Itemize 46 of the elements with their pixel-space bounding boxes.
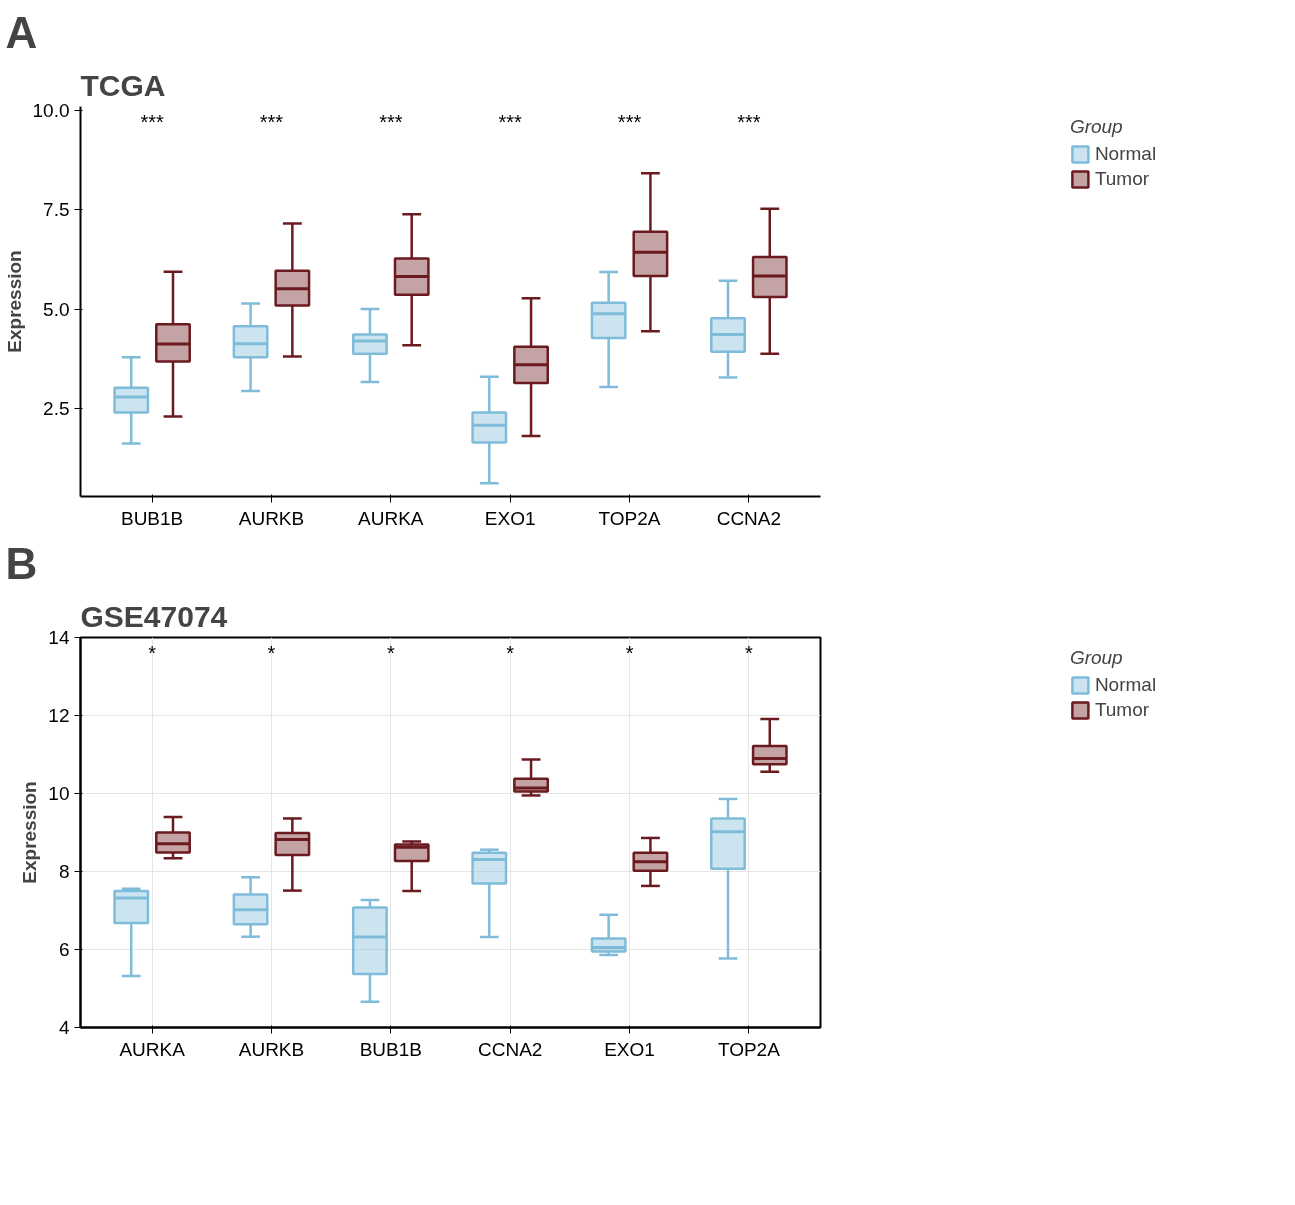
legend-label: Normal — [1094, 674, 1157, 696]
x-tick-label: AURKB — [238, 507, 305, 529]
chart-title: GSE47074 — [80, 599, 228, 633]
legend-label: Tumor — [1094, 699, 1150, 721]
legend-label: Normal — [1094, 143, 1157, 165]
x-tick-label: EXO1 — [484, 507, 536, 529]
y-axis-title: Expression — [3, 250, 25, 353]
x-tick-label: AURKB — [238, 1038, 305, 1060]
annotation: *** — [617, 111, 642, 134]
y-tick-label: 2.5 — [43, 398, 70, 420]
y-tick-label: 5.0 — [43, 298, 70, 320]
y-tick-label: 7.5 — [43, 199, 70, 221]
annotation: * — [148, 642, 157, 665]
y-axis-title: Expression — [19, 781, 41, 884]
y-tick-label: 4 — [58, 1017, 70, 1038]
y-tick-label: 12 — [48, 705, 70, 726]
legend-title: Group — [1069, 647, 1124, 669]
x-tick-label: EXO1 — [604, 1038, 655, 1060]
chart-subtitle: B — [5, 538, 38, 588]
x-tick-label: AURKA — [358, 507, 424, 529]
annotation: *** — [737, 111, 761, 134]
y-tick-label: 10.0 — [32, 99, 70, 121]
y-tick-label: 8 — [58, 861, 70, 882]
annotation: *** — [498, 111, 523, 134]
x-tick-label: BUB1B — [359, 1038, 422, 1060]
x-tick-label: TOP2A — [598, 507, 661, 529]
annotation: *** — [259, 111, 284, 134]
annotation: * — [267, 642, 276, 665]
x-tick-label: BUB1B — [120, 507, 184, 529]
x-tick-label: TOP2A — [717, 1038, 781, 1060]
annotation: * — [506, 642, 515, 665]
y-tick-label: 10 — [48, 783, 70, 804]
annotation: * — [625, 642, 634, 665]
x-tick-label: CCNA2 — [477, 1038, 543, 1060]
legend-title: Group — [1069, 116, 1124, 138]
annotation: * — [386, 642, 395, 665]
chart-subtitle: A — [5, 7, 38, 57]
annotation: * — [745, 642, 753, 665]
annotation: *** — [379, 111, 403, 134]
y-tick-label: 14 — [48, 627, 70, 648]
x-tick-label: CCNA2 — [716, 507, 782, 529]
legend-label: Tumor — [1094, 168, 1150, 190]
chart-title: TCGA — [80, 68, 166, 102]
x-tick-label: AURKA — [119, 1038, 186, 1060]
annotation: *** — [140, 111, 164, 134]
y-tick-label: 6 — [58, 939, 70, 960]
